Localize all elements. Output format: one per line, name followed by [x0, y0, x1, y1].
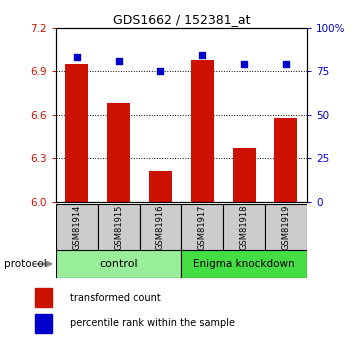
- Bar: [35, 288, 52, 307]
- Text: GSM81918: GSM81918: [240, 204, 249, 249]
- Point: [283, 61, 289, 67]
- Text: GSM81917: GSM81917: [198, 204, 207, 249]
- Text: transformed count: transformed count: [70, 293, 161, 303]
- Text: GSM81914: GSM81914: [72, 204, 81, 249]
- Text: GSM81915: GSM81915: [114, 204, 123, 249]
- Bar: [107, 103, 130, 202]
- Bar: [265, 204, 307, 250]
- Point: [241, 61, 247, 67]
- Text: protocol: protocol: [4, 259, 46, 269]
- Text: GSM81919: GSM81919: [282, 204, 291, 249]
- Point: [116, 58, 122, 63]
- Bar: [181, 250, 307, 278]
- Bar: [140, 204, 181, 250]
- Bar: [65, 64, 88, 202]
- Text: percentile rank within the sample: percentile rank within the sample: [70, 318, 235, 328]
- Point: [74, 55, 80, 60]
- Point: [199, 53, 205, 58]
- Bar: [56, 204, 98, 250]
- Bar: [35, 314, 52, 333]
- Bar: [98, 204, 140, 250]
- Text: GSM81916: GSM81916: [156, 204, 165, 249]
- Text: Enigma knockdown: Enigma knockdown: [193, 259, 295, 269]
- Point: [158, 68, 164, 74]
- Bar: [232, 148, 256, 202]
- Title: GDS1662 / 152381_at: GDS1662 / 152381_at: [113, 13, 250, 27]
- Bar: [274, 118, 297, 202]
- Bar: [56, 250, 181, 278]
- Text: control: control: [99, 259, 138, 269]
- Bar: [149, 171, 172, 202]
- Bar: [191, 60, 214, 202]
- Bar: [181, 204, 223, 250]
- Bar: [223, 204, 265, 250]
